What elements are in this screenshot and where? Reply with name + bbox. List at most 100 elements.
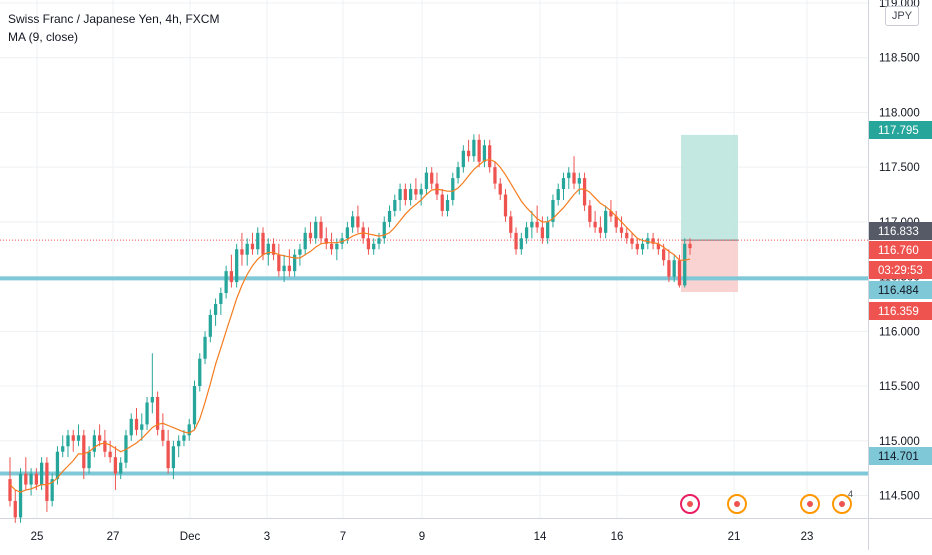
- candle-body: [524, 227, 529, 239]
- price-label-badge[interactable]: [869, 302, 932, 320]
- event-count-label: 4: [848, 489, 853, 499]
- candle-body: [588, 205, 592, 222]
- candle-body: [456, 167, 460, 179]
- candle-body: [625, 232, 629, 239]
- candle-body: [266, 243, 270, 255]
- candle-body: [509, 216, 513, 233]
- candle-body: [356, 216, 360, 228]
- y-tick-label: 115.000: [879, 436, 920, 448]
- candle-body: [430, 172, 434, 184]
- candle-body: [403, 189, 407, 200]
- candle-body: [182, 435, 186, 441]
- candle-body: [314, 221, 318, 239]
- indicator-label[interactable]: MA (9, close): [8, 30, 79, 44]
- economic-event-dot-icon: [807, 501, 813, 507]
- candle-body: [171, 446, 176, 469]
- candle-body: [293, 254, 297, 272]
- candle-body: [630, 238, 634, 244]
- candle-body: [198, 358, 202, 387]
- price-label-text: 114.701: [878, 451, 919, 463]
- candle-body: [213, 303, 218, 315]
- candle-body: [535, 221, 539, 228]
- target-zone[interactable]: [681, 134, 738, 241]
- x-tick-label: Dec: [180, 531, 201, 543]
- candle-body: [614, 216, 618, 228]
- candle-body: [335, 243, 339, 250]
- currency-unit-badge[interactable]: JPY: [885, 6, 919, 26]
- candle-body: [324, 238, 328, 244]
- price-label-badge[interactable]: [869, 121, 932, 139]
- candle-body: [103, 440, 107, 452]
- candle-body: [530, 221, 534, 228]
- candle-body: [303, 232, 307, 250]
- price-label-badge[interactable]: [869, 261, 932, 279]
- candle-body: [440, 194, 444, 211]
- x-tick-label: 27: [107, 531, 120, 543]
- candle-body: [203, 336, 207, 359]
- candle-body: [50, 479, 54, 501]
- candle-body: [145, 402, 149, 425]
- candle-body: [113, 457, 118, 474]
- candle-body: [150, 397, 154, 403]
- candle-body: [240, 249, 244, 255]
- candle-body: [82, 435, 86, 469]
- candle-body: [482, 145, 487, 162]
- x-tick-label: 3: [264, 531, 270, 543]
- price-label-text: 03:29:53: [878, 265, 923, 277]
- candle-body: [408, 189, 413, 200]
- candle-body: [24, 473, 28, 485]
- candle-body: [582, 178, 587, 206]
- candle-body: [235, 249, 239, 283]
- candle-body: [76, 435, 81, 441]
- moving-average-line[interactable]: [9, 158, 691, 493]
- candle-body: [155, 397, 160, 430]
- candle-body: [261, 232, 265, 255]
- candle-body: [282, 265, 286, 272]
- candle-body: [609, 210, 613, 217]
- candle-body: [424, 172, 429, 190]
- candle-body: [567, 172, 571, 179]
- y-tick-label: 118.000: [879, 107, 920, 119]
- candle-body: [87, 451, 91, 469]
- candle-body: [18, 473, 23, 518]
- price-label-badge[interactable]: [869, 222, 932, 240]
- candle-body: [208, 314, 212, 337]
- symbol-title[interactable]: Swiss Franc / Japanese Yen, 4h, FXCM: [8, 12, 220, 26]
- x-tick-label: 25: [31, 531, 44, 543]
- candle-body: [488, 145, 492, 168]
- chart-legend: Swiss Franc / Japanese Yen, 4h, FXCM MA …: [8, 10, 219, 46]
- candle-body: [351, 216, 355, 228]
- candle-body: [277, 254, 281, 272]
- candle-body: [250, 243, 255, 250]
- price-label-badge[interactable]: [869, 241, 932, 259]
- candle-body: [672, 260, 676, 277]
- candle-body: [577, 178, 581, 184]
- candle-body: [319, 221, 323, 239]
- candle-body: [398, 189, 402, 200]
- candle-body: [177, 440, 181, 447]
- price-label-text: 117.795: [878, 125, 919, 137]
- candle-body: [651, 238, 655, 244]
- candle-body: [187, 424, 191, 436]
- candle-body: [134, 418, 139, 430]
- candle-body: [45, 462, 49, 501]
- candle-body: [39, 462, 44, 485]
- price-label-text: 116.833: [878, 226, 919, 238]
- price-label-badge[interactable]: [869, 447, 932, 465]
- candle-body: [345, 227, 349, 239]
- price-label-text: 116.359: [878, 306, 919, 318]
- candle-body: [514, 232, 518, 250]
- candle-body: [8, 479, 12, 501]
- candle-body: [140, 424, 144, 430]
- candle-body: [445, 200, 450, 211]
- candle-body: [461, 150, 465, 168]
- price-label-badge[interactable]: [869, 281, 932, 299]
- candle-body: [619, 227, 624, 233]
- candle-body: [129, 418, 133, 436]
- candle-body: [656, 243, 661, 250]
- candle-body: [66, 435, 70, 447]
- price-label-text: 116.760: [878, 245, 919, 257]
- candle-body: [382, 221, 386, 239]
